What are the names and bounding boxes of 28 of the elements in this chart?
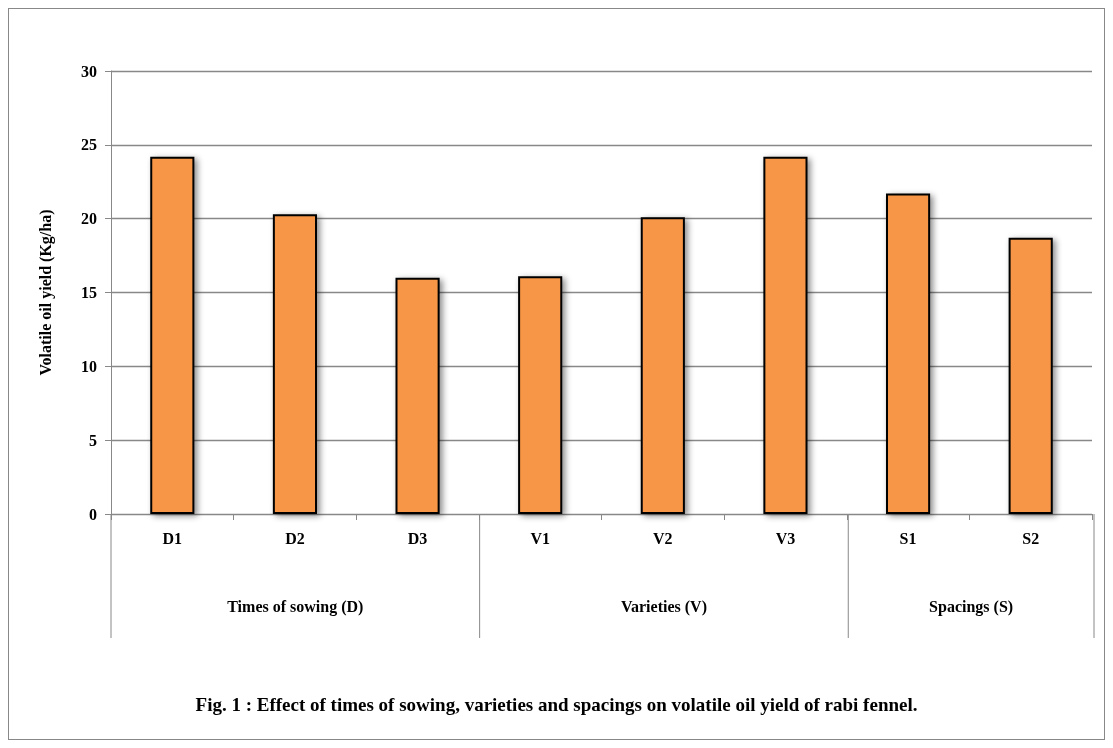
- y-tick-label: 0: [89, 505, 97, 523]
- y-tick-label: 20: [81, 210, 97, 228]
- text: Times of sowing (D): [227, 597, 364, 616]
- bar: [272, 214, 318, 514]
- bar: [395, 277, 440, 514]
- text: Varieties (V): [620, 597, 707, 616]
- x-tick-label: D3: [407, 529, 428, 547]
- y-tick-label: 10: [81, 357, 97, 375]
- x-tick-label: V3: [775, 529, 796, 547]
- bar: [763, 156, 808, 514]
- x-tick-label: D2: [285, 529, 305, 547]
- bar: [885, 193, 931, 514]
- bar: [1008, 237, 1053, 514]
- y-axis-title: Volatile oil yield (Kg/ha): [36, 209, 55, 376]
- x-tick-label: V1: [530, 529, 550, 547]
- y-tick-label: 15: [81, 284, 97, 301]
- x-tick-label: D1: [162, 529, 183, 547]
- y-tick-label: 5: [89, 431, 97, 449]
- x-tick-label: V2: [653, 529, 673, 547]
- y-tick-label: 25: [81, 136, 97, 154]
- x-tick-label: S1: [899, 529, 917, 547]
- text: Fig. 1 : Effect of times of sowing, varieties and spacings on volatile oil yield of rabi fennel.: [195, 693, 918, 715]
- text: Spacings (S): [929, 597, 1014, 616]
- bar: [640, 217, 685, 514]
- y-tick-label: 30: [81, 62, 97, 80]
- bar: [150, 156, 195, 514]
- x-tick-label: S2: [1022, 529, 1040, 547]
- bar: [518, 276, 563, 514]
